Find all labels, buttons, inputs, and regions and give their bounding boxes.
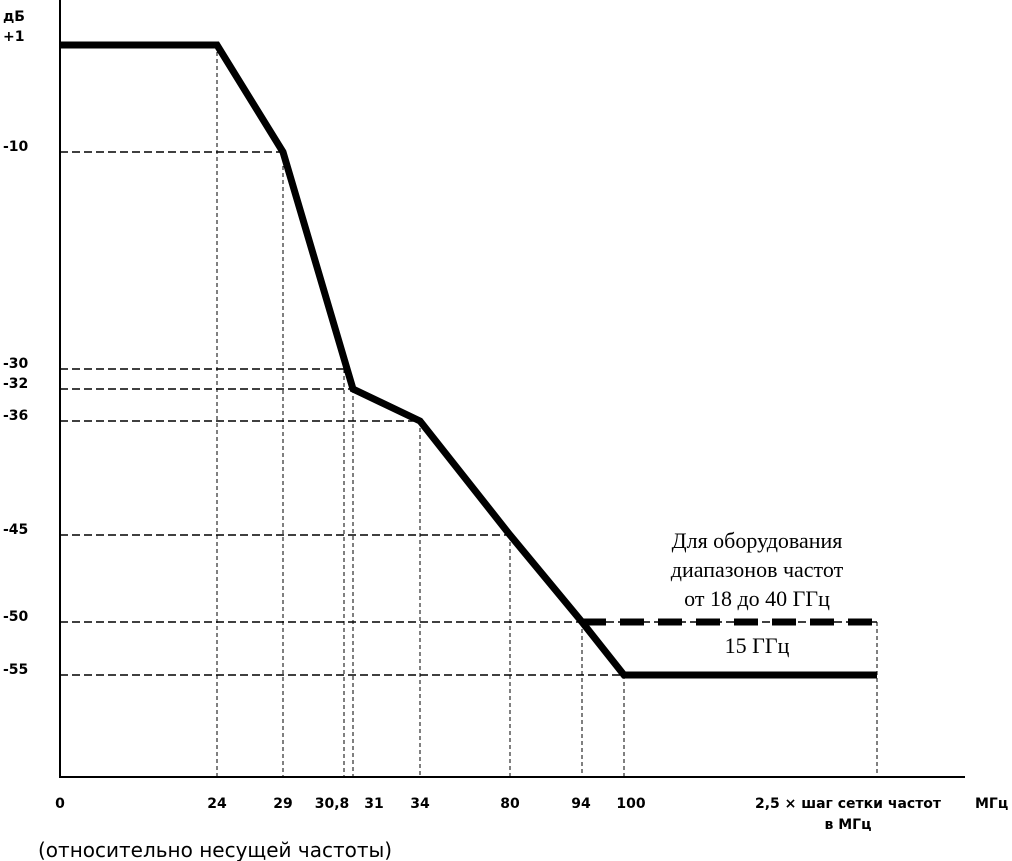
mask-series — [60, 41, 877, 679]
y-tick-label-4: -45 — [3, 522, 28, 538]
x-tick-label-6: 80 — [500, 796, 520, 812]
y-tick-labels: -10 -30 -32 -36 -45 -50 -55 — [3, 139, 29, 678]
guide-lines — [60, 45, 878, 777]
x-tick-label-1: 24 — [207, 796, 227, 812]
y-tick-label-2: -32 — [3, 376, 28, 392]
mask-line-main — [60, 41, 877, 679]
x-tick-labels: 0 24 29 30,8 31 34 80 94 100 — [55, 796, 646, 812]
y-unit-label: дБ — [3, 9, 25, 25]
y-tick-label-1: -30 — [3, 356, 29, 372]
y-plus-one-label: +1 — [3, 29, 24, 45]
y-tick-label-3: -36 — [3, 408, 28, 424]
x-tick-label-2: 29 — [273, 796, 292, 812]
dashed-series-label: 15 ГГц — [725, 633, 790, 658]
annotation-line-3: от 18 до 40 ГГц — [684, 586, 830, 611]
x-tick-label-3: 30,8 — [315, 796, 350, 812]
x-tick-label-7: 94 — [571, 796, 591, 812]
x-tick-label-4: 31 — [364, 796, 383, 812]
x-unit-label: МГц — [975, 796, 1008, 812]
y-tick-label-5: -50 — [3, 609, 29, 625]
x-tick-label-grid-step-unit: в МГц — [825, 817, 872, 833]
x-tick-label-grid-step: 2,5 × шаг сетки частот — [755, 796, 942, 812]
annotation-line-2: диапазонов частот — [671, 557, 844, 582]
y-tick-label-6: -55 — [3, 662, 28, 678]
annotation-line-1: Для оборудования — [672, 528, 843, 553]
x-tick-label-8: 100 — [616, 796, 645, 812]
x-tick-label-5: 34 — [410, 796, 430, 812]
x-tick-label-0: 0 — [55, 796, 65, 812]
y-tick-label-0: -10 — [3, 139, 29, 155]
x-axis-caption: (относительно несущей частоты) — [38, 838, 392, 861]
